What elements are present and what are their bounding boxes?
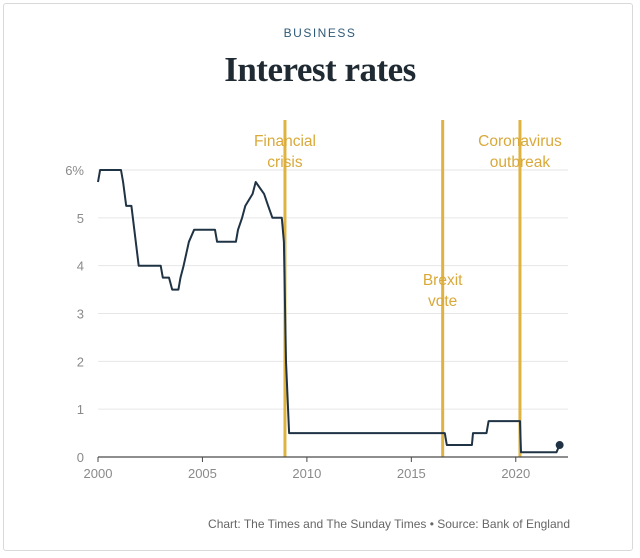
x-tick-label: 2010 — [292, 466, 321, 481]
event-label: Coronavirus — [478, 133, 562, 150]
event-markers: Financial crisis Brexit vote Coronavirus outb… — [254, 120, 562, 457]
y-tick-label: 6% — [65, 163, 84, 178]
gridlines — [98, 169, 568, 410]
latest-rate-point — [555, 441, 564, 450]
event-label: vote — [428, 293, 457, 310]
x-tick-label: 2005 — [188, 466, 217, 481]
series-layer — [97, 169, 564, 454]
y-tick-label: 5 — [77, 211, 84, 226]
x-tick-label: 2000 — [84, 466, 113, 481]
y-tick-label: 2 — [77, 354, 84, 369]
source-note: Chart: The Times and The Sunday Times • … — [208, 517, 570, 531]
x-tick-label: 2020 — [501, 466, 530, 481]
event-label: outbreak — [490, 154, 551, 171]
axes: 0 1 2 3 4 5 6% 2000 2005 2010 2015 2020 — [65, 163, 568, 481]
y-tick-label: 4 — [77, 259, 84, 274]
y-tick-label: 0 — [77, 450, 84, 465]
section-label: BUSINESS — [283, 26, 357, 40]
y-tick-label: 1 — [77, 402, 84, 417]
chart-card — [3, 3, 633, 551]
rate-series-line — [97, 169, 561, 454]
y-tick-label: 3 — [77, 307, 84, 322]
x-tick-label: 2015 — [397, 466, 426, 481]
chart-title: Interest rates — [224, 50, 416, 89]
event-label: Brexit — [423, 272, 463, 289]
event-label: Financial — [254, 133, 316, 150]
event-label: crisis — [267, 154, 303, 171]
